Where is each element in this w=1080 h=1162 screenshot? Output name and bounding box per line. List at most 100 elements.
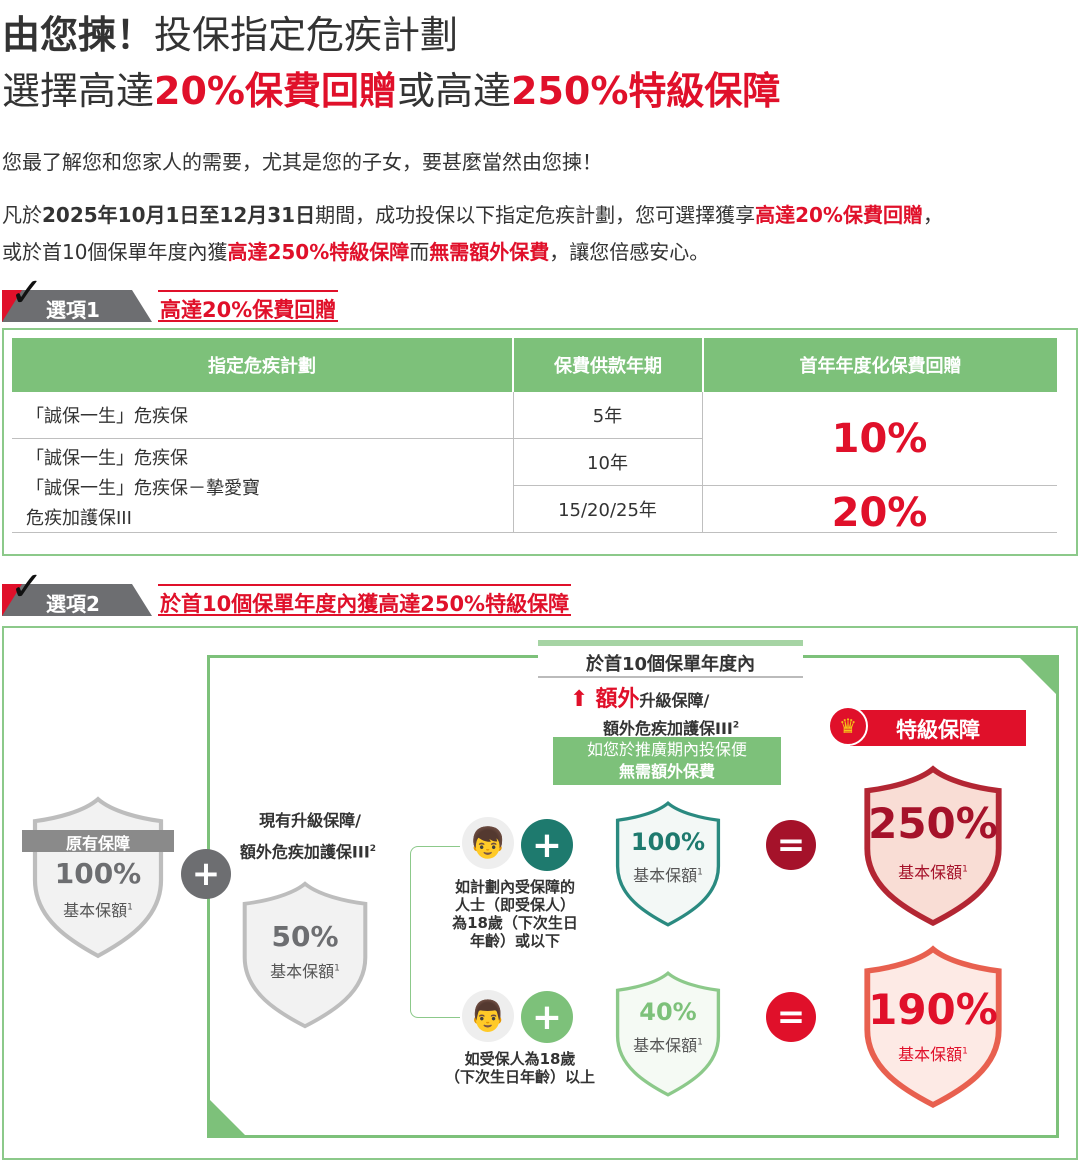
footnote: 1 [127,902,133,913]
child-condition: 如計劃內受保障的 人士（即受保人） 為18歲（下次生日 年齡）或以下 [440,878,590,950]
table-cell-plan: 「誠保一生」危疾保－摯愛寶 [26,478,260,499]
existing-coverage-value: 100% [54,857,142,890]
child-avatar: 👦 [462,817,514,869]
plus-icon: + [521,819,573,871]
adult-avatar: 👨 [462,990,514,1042]
equals-icon: = [766,820,816,870]
headline-highlight: 250%特級保障 [511,69,781,113]
table-cell-plan: 「誠保一生」危疾保 [26,406,188,427]
table-cell-term: 5年 [592,406,623,427]
intro-text: 您最了解您和您家人的需要，尤其是您的子女，要甚麼當然由您揀！ [2,150,602,174]
existing-coverage-shield: 原有保障 100% 基本保額1 [22,795,174,960]
unit: 基本保額 [633,866,698,885]
existing-coverage-label: 原有保障 [22,830,174,853]
option2-label: 選項2 [46,592,100,616]
text-line: 為18歲（下次生日 [452,914,578,932]
headline-text: 選擇高達 [2,69,155,113]
table-cell-term: 10年 [587,452,628,474]
plus-icon: + [521,991,573,1043]
adult-condition: 如受保人為18歲 （下次生日年齡）以上 [440,1050,600,1086]
text: 而 [409,240,430,264]
adult-extra-shield: 40% 基本保額1 [612,970,724,1098]
no-extra-premium-banner: 如您於推廣期內投保便 無需額外保費 [553,737,781,785]
upgrade-label: 現有升級保障/ [259,811,361,830]
child-extra-shield: 100% 基本保額1 [612,800,724,928]
headline-text: 或高達 [396,69,511,113]
highlight: 無需額外保費 [429,240,550,264]
period-label-box: 於首10個保單年度內 [538,640,803,678]
promo-paragraph-line2: 或於首10個保單年度內獲高達250%特級保障而無需額外保費，讓您倍感安心。 [2,236,709,265]
footnote: 1 [962,864,968,875]
upgrade-plan: 額外危疾加護保III2 [228,840,388,861]
special-label: 特級保障 [896,718,980,742]
headline-line2: 選擇高達20%保費回贈或高達250%特級保障 [2,60,780,115]
bracket [410,846,460,1018]
banner-line: 如您於推廣期內投保便 [586,740,747,759]
promo-period: 2025年10月1日至12月31日 [42,203,316,227]
headline-rest: 投保指定危疾計劃 [154,13,459,57]
table-cell-rebate: 10% [831,415,928,462]
child-extra-value: 100% [630,828,706,856]
extra-upgrade-line: ⬆ 額外升級保障/ [570,681,750,713]
extra-text: 升級保障/ [639,691,710,710]
text-line: 如受保人為18歲 [464,1050,576,1068]
table-header-term: 保費供款年期 [514,338,702,392]
text: 或於首10個保單年度內獲 [2,240,228,264]
extra-plan-line: 額外危疾加護保III2 [603,715,739,739]
text-line: 人士（即受保人） [454,896,575,914]
extra-plan: 額外危疾加護保III [603,719,733,738]
unit: 基本保額 [633,1036,698,1055]
footnote: 1 [334,963,340,974]
unit: 基本保額 [898,1045,963,1064]
option1-header: ✓ 選項1 高達20%保費回贈 [2,270,362,322]
text-line: 如計劃內受保障的 [454,878,575,896]
footnote: 1 [697,867,703,878]
plus-icon: + [181,849,231,899]
adult-extra-value: 40% [639,998,697,1026]
option1-label: 選項1 [46,298,100,322]
child-total-value: 250% [868,799,998,848]
upgrade-value: 50% [271,920,339,953]
crown-icon: ♛ [828,706,868,746]
extra-highlight: 額外 [595,687,640,712]
text: ，讓您倍感安心。 [549,240,710,264]
unit: 基本保額 [63,901,128,920]
text: ， [922,203,943,227]
table-cell-term: 15/20/25年 [558,499,657,521]
period-label: 於首10個保單年度內 [585,654,756,675]
footnote: 1 [962,1046,968,1057]
highlight: 高達20%保費回贈 [755,203,923,227]
adult-total-shield: 190% 基本保額1 [860,945,1006,1109]
text-line: （下次生日年齡）以上 [444,1068,595,1086]
text: 凡於 [2,203,42,227]
child-total-shield: 250% 基本保額1 [860,765,1006,927]
adult-total-value: 190% [868,985,998,1034]
checkmark-icon: ✓ [10,270,44,316]
table-header-rebate: 首年年度化保費回贈 [704,338,1057,392]
upgrade-shield: 50% 基本保額1 [238,880,372,1030]
highlight: 高達250%特級保障 [227,240,410,264]
unit: 基本保額 [270,962,335,981]
option2-header: ✓ 選項2 於首10個保單年度內獲高達250%特級保障 [2,564,612,616]
headline-highlight: 20%保費回贈 [154,69,397,113]
headline-line1: 由您揀！投保指定危疾計劃 [2,4,458,59]
footnote: 1 [697,1037,703,1048]
option2-title: 於首10個保單年度內獲高達250%特級保障 [158,584,572,616]
table-header-plan: 指定危疾計劃 [12,338,512,392]
special-protection-banner: 特級保障 [850,710,1026,746]
option1-title: 高達20%保費回贈 [158,290,339,322]
upgrade-plan-text: 額外危疾加護保III [239,842,370,862]
checkmark-icon: ✓ [10,564,44,610]
headline-bold: 由您揀！ [2,13,155,57]
banner-line: 無需額外保費 [618,762,715,781]
unit: 基本保額 [898,863,963,882]
table-cell-rebate: 20% [831,489,928,536]
option2-box [2,626,1078,1160]
footnote: 2 [369,844,377,854]
promo-paragraph-line1: 凡於2025年10月1日至12月31日期間，成功投保以下指定危疾計劃，您可選擇獲… [2,199,943,228]
table-cell-plan: 危疾加護保III [26,508,132,529]
text: 期間，成功投保以下指定危疾計劃，您可選擇獲享 [315,203,756,227]
text-line: 年齡）或以下 [469,932,560,950]
up-arrow-icon: ⬆ [570,687,589,712]
equals-icon: = [766,992,816,1042]
